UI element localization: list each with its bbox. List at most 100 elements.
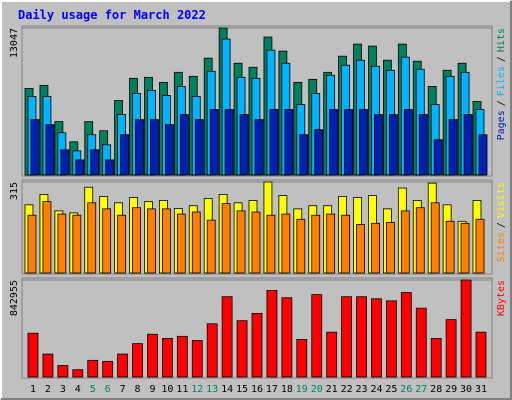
legend-entry: Files [496,66,507,96]
bar [57,365,69,378]
x-tick-label: 16 [251,384,263,395]
bar [341,296,353,378]
bar [418,114,428,176]
bar [329,109,339,176]
x-tick-label: 2 [45,384,51,395]
bar [341,214,351,274]
bar [251,211,261,274]
bar [400,210,410,274]
x-tick-label: 28 [430,384,442,395]
bar [475,331,487,378]
bar [266,214,276,274]
bar [388,114,398,176]
bar [314,129,324,176]
x-tick-label: 4 [75,384,81,395]
bar [299,134,309,176]
bar [371,298,382,378]
bar [135,119,144,176]
bar [27,214,37,274]
bar [206,323,218,378]
x-tick-label: 25 [385,384,397,395]
bar [206,219,216,274]
bar [296,339,308,378]
bar [475,218,485,274]
bar [356,296,367,378]
bar [356,224,365,274]
x-tick-label: 6 [105,384,111,395]
bar [326,213,336,274]
bar [132,343,143,378]
bar [266,290,278,378]
bar [147,333,158,378]
bar [430,202,440,274]
bar [42,353,54,378]
x-tick-label: 30 [460,384,472,395]
x-tick-label: 27 [415,384,427,395]
bar [102,208,112,274]
bar [90,149,100,176]
bar [251,312,263,378]
bar [445,220,455,274]
x-tick-label: 9 [149,384,155,395]
x-tick-label: 5 [90,384,96,395]
bar [72,214,82,274]
chart-title: Daily usage for March 2022 [18,8,206,22]
bar [311,214,321,274]
bar [326,331,338,378]
bar [147,208,156,274]
x-tick-label: 26 [400,384,412,395]
legend-entry: Hits [496,28,507,52]
bar [269,109,279,176]
x-tick-label: 15 [236,384,248,395]
bar [430,338,442,378]
x-tick-label: 29 [445,384,457,395]
bar [433,139,443,176]
bar [415,307,427,378]
bar [415,207,425,274]
bar [460,279,472,378]
bar [176,335,188,378]
bar [105,159,115,176]
bar [150,119,159,176]
bar [209,109,219,176]
bar [132,207,141,274]
x-tick-label: 8 [135,384,141,395]
x-tick-label: 18 [281,384,293,395]
bar [164,124,174,176]
bar [385,222,395,274]
x-tick-label: 20 [311,384,323,395]
bar [27,332,39,378]
bar [478,134,488,176]
legend: Pages / Files / Hits [496,28,507,140]
legend-separator: / [496,222,507,228]
bar [120,134,129,176]
bar [371,222,380,274]
bar [344,109,354,176]
bar [87,202,97,274]
bar [45,124,55,176]
bar [385,300,397,378]
legend: KBytes [496,280,507,316]
legend-entry: Pages [496,110,507,140]
legend-separator: / [496,100,507,106]
legend-entry: Sites [496,232,507,262]
bar [57,213,67,274]
bar [224,109,234,176]
bar [448,119,458,176]
y-tick-label: 315 [9,182,20,200]
bar [445,319,457,378]
bar [75,159,85,176]
legend-separator: / [496,56,507,62]
bar [236,320,248,378]
x-tick-label: 14 [221,384,233,395]
bar [176,213,186,274]
bar [221,203,231,274]
bar [254,119,264,176]
x-tick-label: 13 [206,384,218,395]
bar [284,109,294,176]
legend-entry: Visits [496,182,507,218]
bar [400,292,412,378]
bar [161,208,171,274]
